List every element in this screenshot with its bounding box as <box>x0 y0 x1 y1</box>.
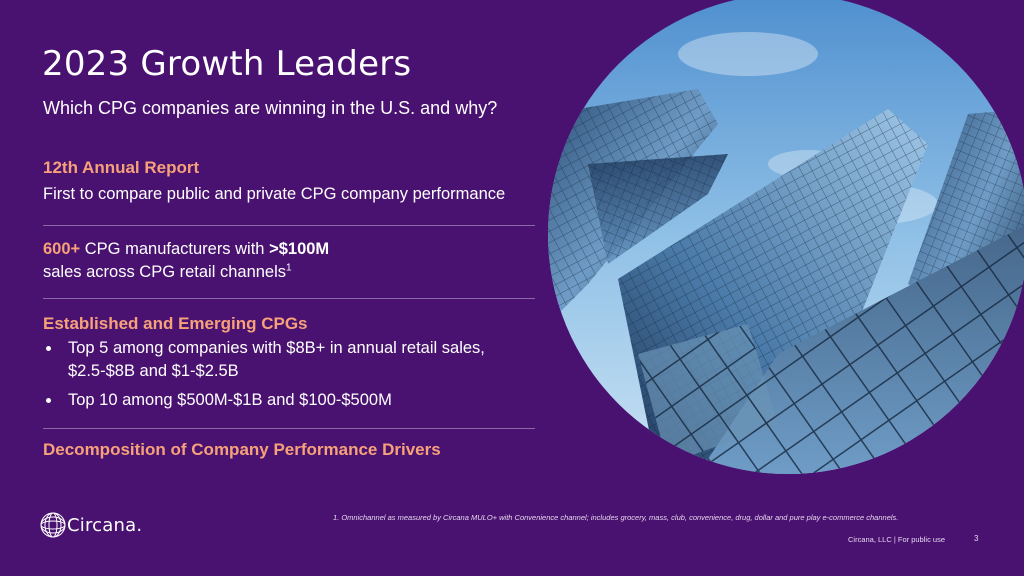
manufacturers-text: CPG manufacturers with <box>80 240 270 258</box>
section-decomposition: Decomposition of Company Performance Dri… <box>43 440 535 460</box>
circana-logo: Circana. <box>40 512 142 538</box>
slide-title: 2023 Growth Leaders <box>42 44 412 84</box>
footer-legal: Circana, LLC | For public use <box>848 535 945 544</box>
logo-wordmark: Circana. <box>67 514 143 536</box>
section-body: First to compare public and private CPG … <box>43 185 506 203</box>
section-heading: 12th Annual Report <box>43 158 200 177</box>
section-manufacturers: 600+ CPG manufacturers with >$100M sales… <box>43 238 535 284</box>
bullet-item: Top 10 among $500M-$1B and $100-$500M <box>43 389 535 412</box>
slide-subtitle: Which CPG companies are winning in the U… <box>43 98 498 118</box>
divider <box>43 298 535 299</box>
section-heading: Decomposition of Company Performance Dri… <box>43 440 441 459</box>
skyscrapers-photo <box>548 0 1024 474</box>
bullet-list: Top 5 among companies with $8B+ in annua… <box>43 337 535 412</box>
section-annual-report: 12th Annual Report First to compare publ… <box>43 158 535 206</box>
section-established-emerging: Established and Emerging CPGs Top 5 amon… <box>43 314 535 418</box>
sales-threshold: >$100M <box>269 240 330 258</box>
manufacturers-line-1: 600+ CPG manufacturers with >$100M <box>43 238 535 261</box>
divider <box>43 428 535 429</box>
page-number: 3 <box>974 534 979 543</box>
manufacturers-line-2: sales across CPG retail channels1 <box>43 261 535 284</box>
manufacturers-count: 600+ <box>43 240 81 258</box>
footnote: 1. Omnichannel as measured by Circana MU… <box>333 513 899 522</box>
circana-globe-icon <box>40 512 66 538</box>
section-heading: Established and Emerging CPGs <box>43 314 308 333</box>
footnote-ref: 1 <box>286 262 292 274</box>
divider <box>43 225 535 226</box>
bullet-item: Top 5 among companies with $8B+ in annua… <box>43 337 535 383</box>
channels-text: sales across CPG retail channels <box>43 263 287 281</box>
